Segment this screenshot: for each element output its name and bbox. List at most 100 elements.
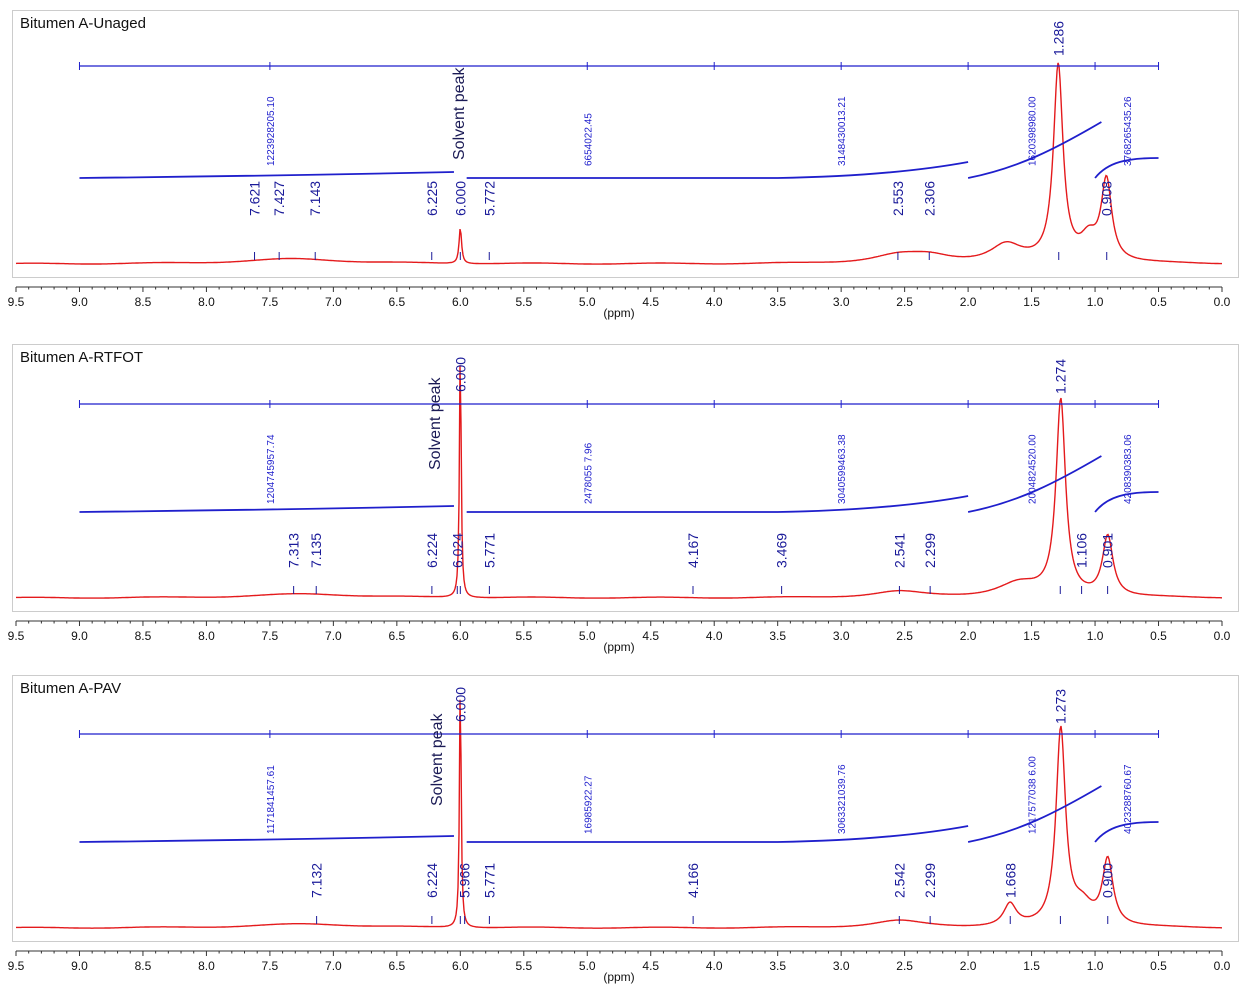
panel-3-integral-value: 16985922.27 — [583, 775, 594, 834]
panel-1-tick-label: 6.5 — [388, 295, 405, 309]
panel-2-tick-label: 3.0 — [833, 629, 850, 643]
panel-2-integral-value: 1204745957.74 — [266, 434, 277, 504]
panel-2-title: Bitumen A-RTFOT — [20, 349, 143, 366]
panel-3-frame — [12, 675, 1239, 942]
panel-2-tick-label: 6.5 — [388, 629, 405, 643]
panel-1-frame — [12, 10, 1239, 278]
panel-3-tick-label: 3.5 — [769, 959, 786, 973]
panel-1-tick-label: 0.0 — [1214, 295, 1231, 309]
panel-1-peak-label: 2.306 — [921, 181, 937, 216]
panel-2-peak-label: 7.135 — [308, 533, 324, 568]
panel-3-peak-label: 1.668 — [1002, 863, 1018, 898]
panel-3-spectrum-line — [16, 699, 1222, 929]
panel-2-integral-value: 3040599463.38 — [837, 434, 848, 504]
panel-2-tick-label: 1.5 — [1023, 629, 1040, 643]
panel-1-tick-label: 2.0 — [960, 295, 977, 309]
panel-3-peak-label: 5.966 — [457, 863, 473, 898]
panel-2-peak-label: 6.024 — [449, 533, 465, 568]
panel-3-tick-label: 9.5 — [8, 959, 25, 973]
panel-1-integral-value: 1620398980.00 — [1028, 96, 1039, 166]
panel-2-x-axis-label: (ppm) — [603, 640, 634, 654]
panel-2-tick-label: 7.5 — [262, 629, 279, 643]
panel-2-integral-value: 2478055 7.96 — [583, 442, 594, 504]
panel-3-integral-curve — [466, 825, 969, 843]
panel-2-peak-label: 5.771 — [481, 533, 497, 568]
panel-3-x-axis-label: (ppm) — [603, 970, 634, 984]
panel-2-tick-label: 0.0 — [1214, 629, 1231, 643]
panel-1-integral-value: 6654022.45 — [583, 113, 594, 166]
panel-2-peak-label: 2.299 — [922, 533, 938, 568]
panel-2-frame — [12, 344, 1239, 612]
panel-2-peak-label: 1.274 — [1052, 359, 1068, 394]
panel-1-tick-label: 1.5 — [1023, 295, 1040, 309]
panel-2-integral-curve — [967, 455, 1102, 513]
panel-1-integral-curve — [466, 161, 969, 179]
panel-2-tick-label: 9.5 — [8, 629, 25, 643]
panel-1-tick-label: 7.5 — [262, 295, 279, 309]
panel-2-tick-label: 0.5 — [1150, 629, 1167, 643]
panel-2-spectrum-line — [16, 365, 1222, 599]
panel-3-tick-label: 7.5 — [262, 959, 279, 973]
panel-3-integral-curve — [967, 785, 1102, 843]
panel-1-integral-curve — [967, 121, 1102, 179]
panel-1-tick-label: 0.5 — [1150, 295, 1167, 309]
panel-3-tick-label: 8.0 — [198, 959, 215, 973]
panel-1-integral-value: 3148430013.21 — [837, 96, 848, 166]
panel-3-peak-label: 6.000 — [452, 687, 468, 722]
panel-2-tick-label: 4.5 — [642, 629, 659, 643]
panel-1-peak-label: 2.553 — [890, 181, 906, 216]
panel-1-peak-label: 7.621 — [247, 181, 263, 216]
panel-2-integral-curve — [1094, 491, 1159, 513]
panel-1-integral-curve — [1094, 157, 1159, 179]
panel-2-peak-label: 3.469 — [774, 533, 790, 568]
panel-2-peak-label: 7.313 — [286, 533, 302, 568]
panel-2-tick-label: 7.0 — [325, 629, 342, 643]
panel-3-tick-label: 1.0 — [1087, 959, 1104, 973]
panel-1-integral-value: 3768265435.26 — [1123, 96, 1134, 166]
panel-2-peak-label: 6.224 — [424, 533, 440, 568]
panel-3-tick-label: 8.5 — [135, 959, 152, 973]
panel-1-integral-curve — [79, 171, 454, 179]
panel-1-tick-label: 4.0 — [706, 295, 723, 309]
panel-1-peak-label: 7.427 — [271, 181, 287, 216]
panel-3-tick-label: 7.0 — [325, 959, 342, 973]
panel-3-solvent-label: Solvent peak — [429, 712, 446, 806]
panel-2-tick-label: 4.0 — [706, 629, 723, 643]
panel-3-integral-value: 1217577038 6.00 — [1028, 756, 1039, 834]
panel-2-tick-label: 8.5 — [135, 629, 152, 643]
panel-3-tick-label: 6.5 — [388, 959, 405, 973]
panel-3-peak-label: 5.771 — [481, 863, 497, 898]
panel-2-integral-value: 4208390383.06 — [1123, 434, 1134, 504]
panel-1-solvent-label: Solvent peak — [451, 66, 468, 160]
panel-1-tick-label: 9.0 — [71, 295, 88, 309]
panel-2-tick-label: 3.5 — [769, 629, 786, 643]
panel-3-title: Bitumen A-PAV — [20, 680, 121, 697]
panel-1-peak-label: 0.908 — [1099, 181, 1115, 216]
panel-1-peak-label: 6.000 — [452, 181, 468, 216]
panel-3-integral-value: 1171841457.61 — [266, 765, 277, 834]
panel-1-tick-label: 8.0 — [198, 295, 215, 309]
panel-1-peak-label: 6.225 — [424, 181, 440, 216]
panel-3-tick-label: 5.0 — [579, 959, 596, 973]
panel-2-peak-label: 0.901 — [1100, 533, 1116, 568]
panel-3-peak-label: 2.542 — [891, 863, 907, 898]
panel-1-tick-label: 3.0 — [833, 295, 850, 309]
panel-3-tick-label: 3.0 — [833, 959, 850, 973]
panel-3-peak-label: 6.224 — [424, 863, 440, 898]
panel-1-title: Bitumen A-Unaged — [20, 15, 146, 32]
panel-3-integral-value: 3063321039.76 — [837, 764, 848, 834]
panel-1-tick-label: 3.5 — [769, 295, 786, 309]
panel-3-tick-label: 9.0 — [71, 959, 88, 973]
panel-3-peak-label: 0.900 — [1100, 863, 1116, 898]
panel-1-tick-label: 6.0 — [452, 295, 469, 309]
panel-3-integral-curve — [1094, 821, 1159, 843]
panel-3-peak-label: 4.166 — [685, 863, 701, 898]
panel-2-peak-label: 1.106 — [1074, 533, 1090, 568]
panel-2-peak-label: 2.541 — [891, 533, 907, 568]
panel-1-spectrum-line — [15, 62, 1222, 265]
panel-3-integral-curve — [79, 835, 454, 843]
panel-1-peak-label: 7.143 — [307, 181, 323, 216]
panel-3-tick-label: 4.5 — [642, 959, 659, 973]
